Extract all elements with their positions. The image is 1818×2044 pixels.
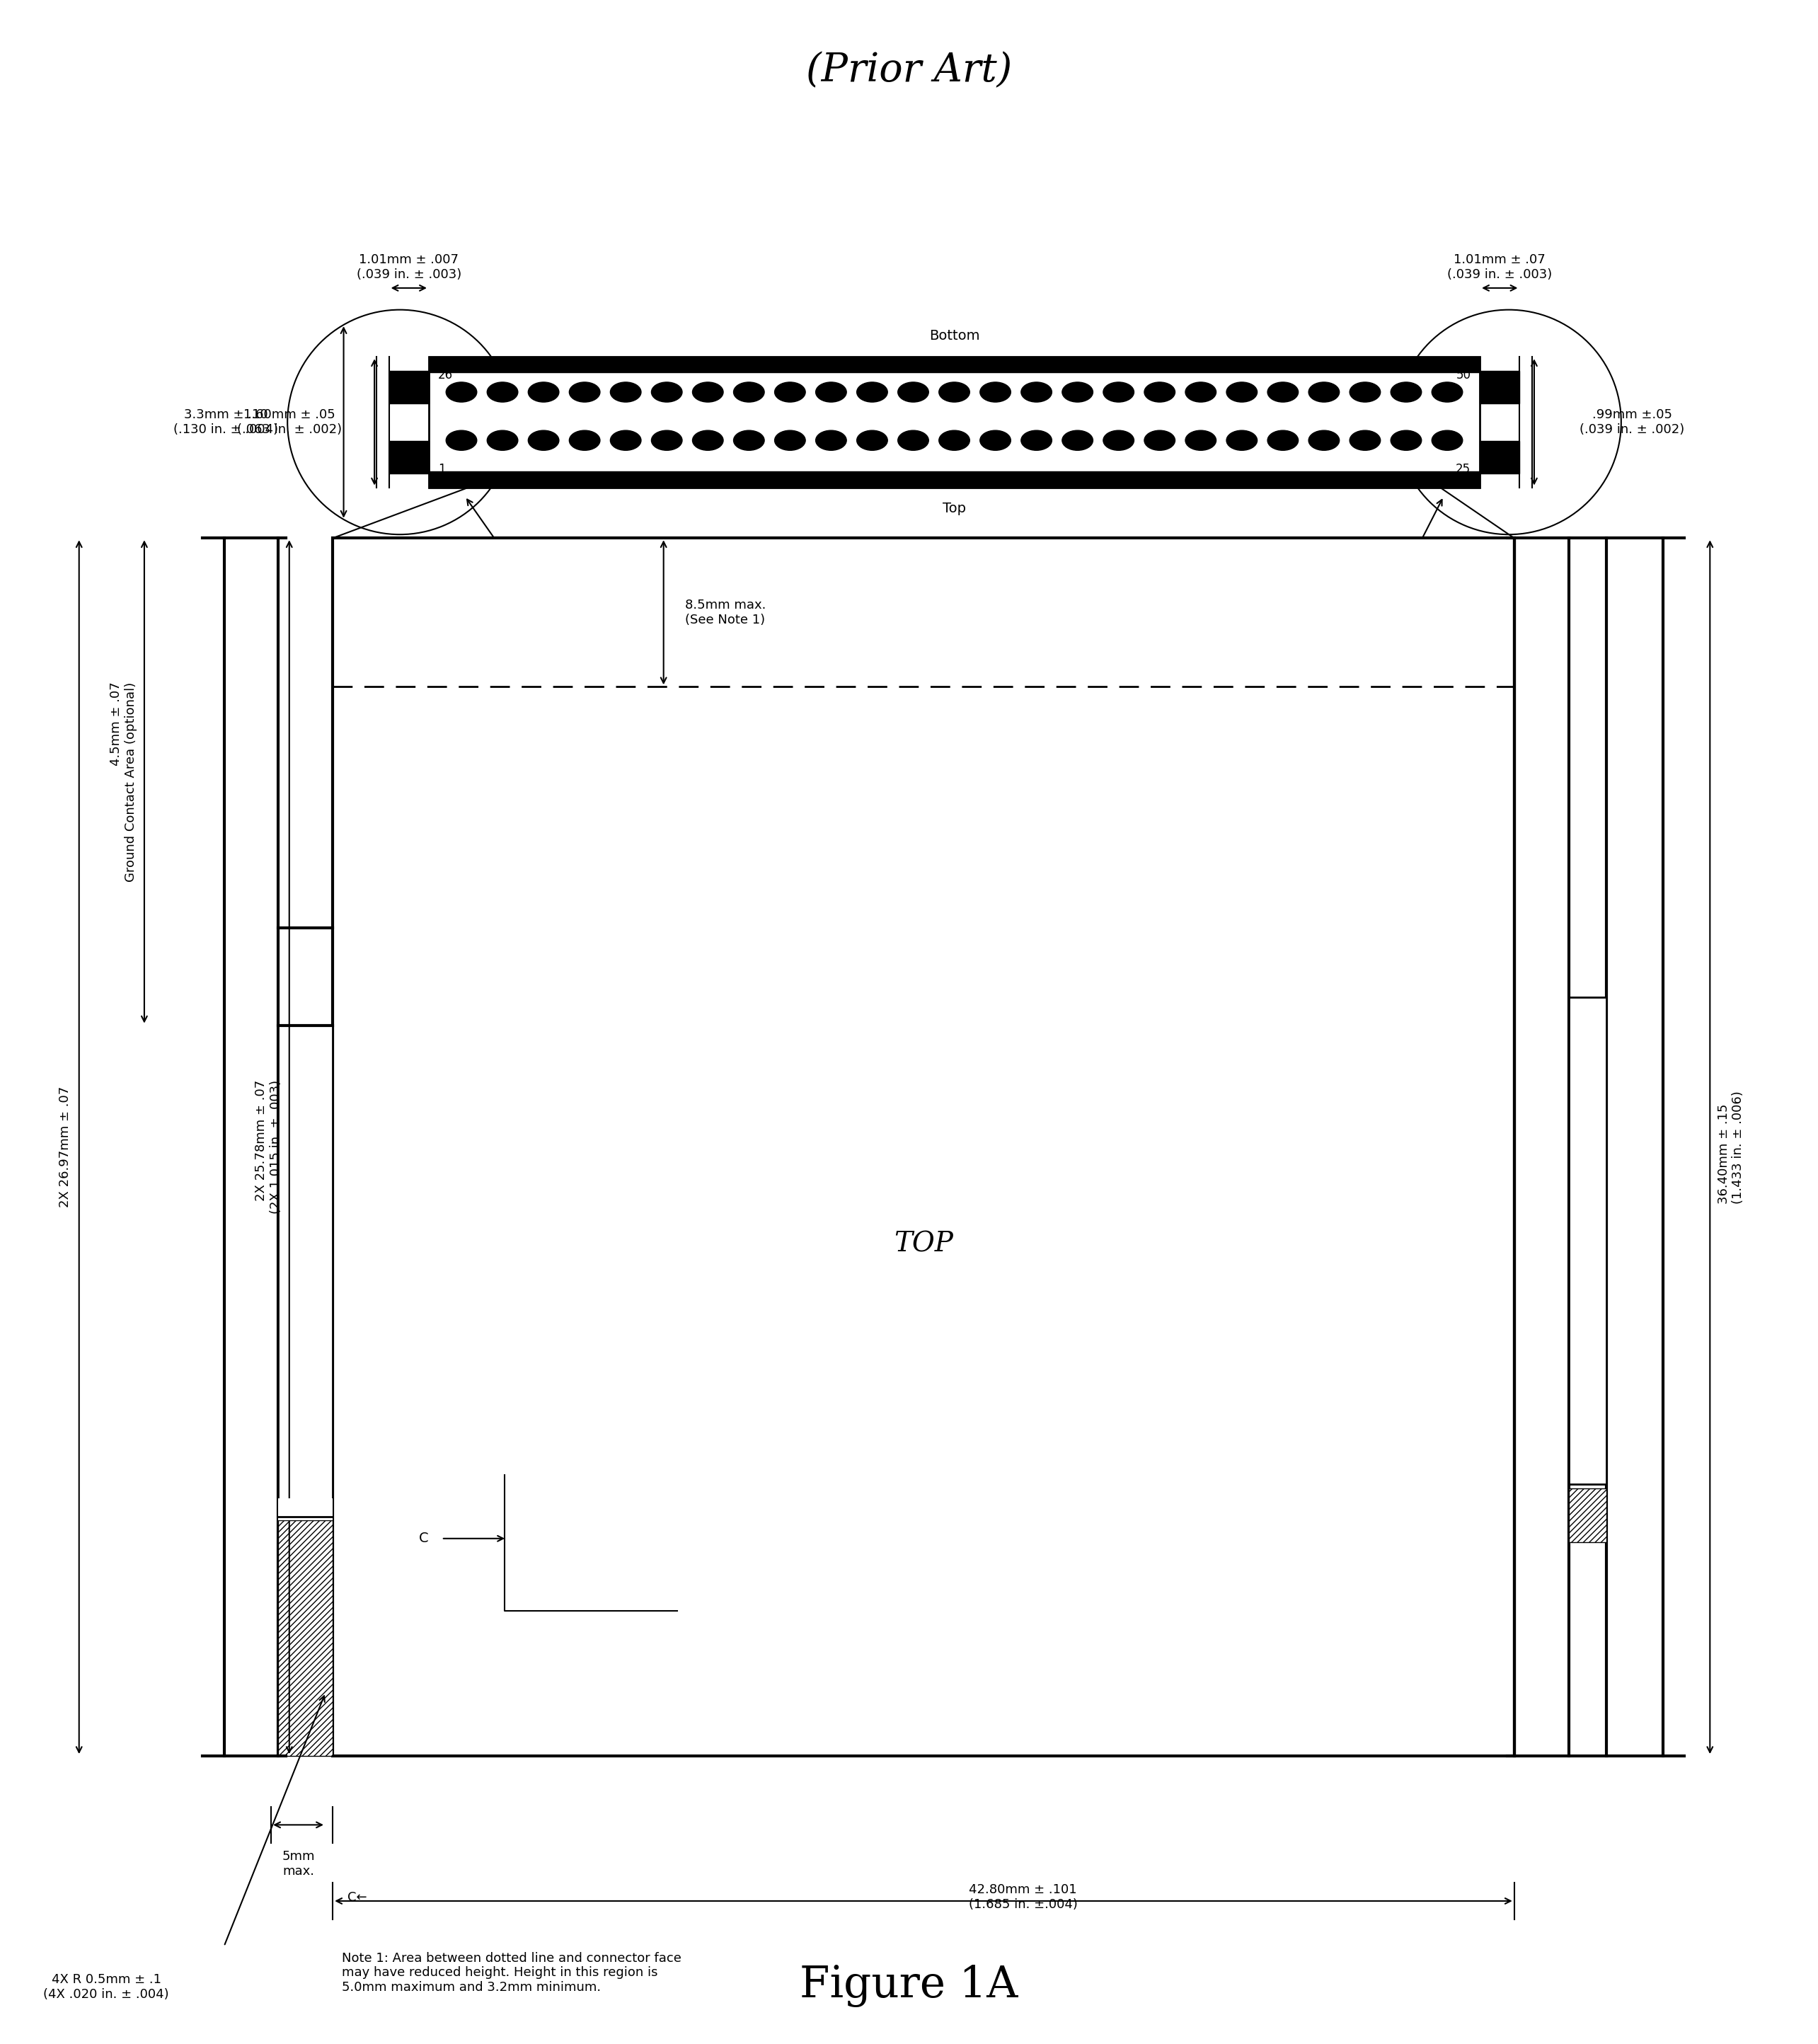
Ellipse shape [1267,431,1298,450]
Text: Figure 1A: Figure 1A [800,1964,1018,2007]
Bar [1480,370,1520,403]
Ellipse shape [1104,382,1134,403]
Ellipse shape [611,382,642,403]
Ellipse shape [1391,431,1422,450]
Ellipse shape [1349,431,1380,450]
Ellipse shape [733,382,764,403]
Text: C←: C← [347,1891,367,1903]
Ellipse shape [1022,382,1053,403]
Text: Top: Top [942,503,965,515]
Text: B: B [1389,499,1442,601]
Bar [389,442,429,474]
Ellipse shape [733,431,764,450]
Ellipse shape [1144,431,1174,450]
Ellipse shape [1433,431,1463,450]
Ellipse shape [611,431,642,450]
Text: 1.01mm ± .07
(.039 in. ± .003): 1.01mm ± .07 (.039 in. ± .003) [1447,253,1553,280]
Bar [429,358,1480,486]
Ellipse shape [1391,382,1422,403]
Text: 26: 26 [438,368,453,382]
Bar [278,1026,333,1517]
Ellipse shape [856,382,887,403]
Text: Bottom: Bottom [929,329,980,343]
Text: 4X R 0.5mm ± .1
(4X .020 in. ± .004): 4X R 0.5mm ± .1 (4X .020 in. ± .004) [44,1972,169,2001]
Text: (Prior Art): (Prior Art) [805,51,1013,90]
Text: Note 1: Area between dotted line and connector face
may have reduced height. Hei: Note 1: Area between dotted line and con… [342,1952,682,1993]
Text: A: A [467,499,538,601]
Text: 1: 1 [438,462,445,476]
Text: 5mm
max.: 5mm max. [282,1850,315,1878]
Ellipse shape [980,382,1011,403]
Text: 1.01mm ± .007
(.039 in. ± .003): 1.01mm ± .007 (.039 in. ± .003) [356,253,462,280]
Bar [278,1521,333,1756]
Ellipse shape [529,382,558,403]
Ellipse shape [569,382,600,403]
Ellipse shape [938,382,969,403]
Ellipse shape [1104,431,1134,450]
Bar [389,370,429,403]
Ellipse shape [1062,382,1093,403]
Text: .99mm ±.05
(.039 in. ± .002): .99mm ±.05 (.039 in. ± .002) [1580,409,1685,435]
Ellipse shape [1144,382,1174,403]
Ellipse shape [938,431,969,450]
Bar [1569,997,1607,1484]
Ellipse shape [1433,382,1463,403]
Ellipse shape [651,382,682,403]
Text: 2X 25.78mm ± .07
(2X 1.015 in. ± .003): 2X 25.78mm ± .07 (2X 1.015 in. ± .003) [255,1079,282,1214]
Ellipse shape [1309,382,1340,403]
Ellipse shape [1267,382,1298,403]
Bar [333,538,1514,1756]
Text: TOP: TOP [894,1230,953,1257]
Text: 42.80mm ± .101
(1.685 in. ±.004): 42.80mm ± .101 (1.685 in. ±.004) [969,1885,1078,1911]
Ellipse shape [693,431,724,450]
Text: 3.3mm ± .10
(.130 in. ± .004): 3.3mm ± .10 (.130 in. ± .004) [173,409,278,435]
Text: 4.5mm ± .07
Ground Contact Area (optional): 4.5mm ± .07 Ground Contact Area (optiona… [109,683,136,881]
Bar [1480,442,1520,474]
Text: 50: 50 [1456,368,1471,382]
Text: C: C [420,1531,429,1545]
Ellipse shape [487,382,518,403]
Ellipse shape [445,431,476,450]
Ellipse shape [651,431,682,450]
Ellipse shape [1062,431,1093,450]
Ellipse shape [1022,431,1053,450]
Text: 8.5mm max.
(See Note 1): 8.5mm max. (See Note 1) [685,599,765,625]
Ellipse shape [1227,382,1258,403]
Ellipse shape [1309,431,1340,450]
Ellipse shape [816,431,847,450]
Ellipse shape [487,431,518,450]
Text: 25: 25 [1456,462,1471,476]
Ellipse shape [1185,431,1216,450]
Ellipse shape [774,382,805,403]
Ellipse shape [1185,382,1216,403]
Text: 1.60mm ± .05
(.063 in. ± .002): 1.60mm ± .05 (.063 in. ± .002) [236,409,342,435]
Ellipse shape [1227,431,1258,450]
Ellipse shape [898,431,929,450]
Bar [1569,1488,1607,1543]
Bar [429,472,1480,486]
Ellipse shape [856,431,887,450]
Text: 2X 26.97mm ± .07: 2X 26.97mm ± .07 [58,1087,71,1208]
Ellipse shape [774,431,805,450]
Ellipse shape [898,382,929,403]
Ellipse shape [1349,382,1380,403]
Bar [429,358,1480,372]
Ellipse shape [445,382,476,403]
Ellipse shape [816,382,847,403]
Bar [278,1498,333,1521]
Ellipse shape [693,382,724,403]
Ellipse shape [529,431,558,450]
Text: 36.40mm ± .15
(1.433 in. ± .006): 36.40mm ± .15 (1.433 in. ± .006) [1718,1091,1745,1204]
Ellipse shape [980,431,1011,450]
Ellipse shape [569,431,600,450]
